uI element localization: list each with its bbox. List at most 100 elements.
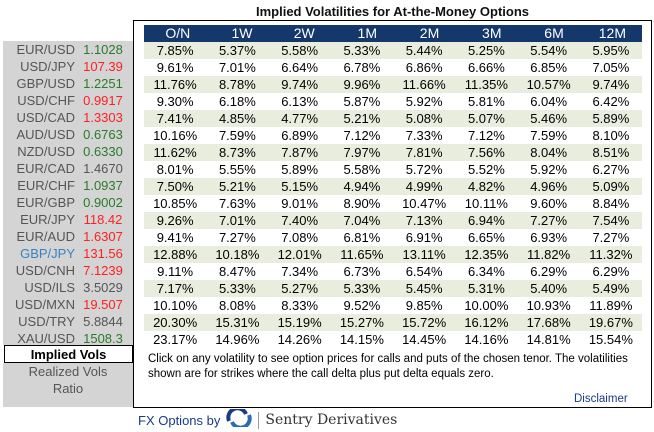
vol-cell[interactable]: 9.01% [281,196,319,211]
vol-cell[interactable]: 8.84% [592,196,630,211]
tab-ratio[interactable]: Ratio [3,380,133,407]
vol-cell[interactable]: 7.17% [144,280,207,297]
vol-cell[interactable]: 7.41% [144,110,207,127]
vol-cell[interactable]: 11.32% [579,246,642,263]
vol-cell[interactable]: 16.12% [455,314,518,331]
vol-cell[interactable]: 5.27% [268,280,331,297]
vol-cell[interactable]: 5.33% [330,42,393,59]
vol-cell[interactable]: 14.96% [215,332,260,347]
vol-cell[interactable]: 9.74% [579,76,642,93]
vol-cell[interactable]: 11.66% [393,76,456,93]
vol-cell[interactable]: 23.17% [153,332,198,347]
vol-cell[interactable]: 7.08% [281,230,319,245]
vol-cell[interactable]: 11.76% [144,76,207,93]
vol-cell[interactable]: 5.31% [455,280,518,297]
vol-cell[interactable]: 8.47% [218,264,256,279]
vol-cell[interactable]: 15.54% [588,332,633,347]
vol-cell[interactable]: 5.52% [467,162,505,177]
vol-cell[interactable]: 6.13% [281,94,319,109]
vol-cell[interactable]: 10.18% [206,246,269,263]
vol-cell[interactable]: 5.07% [455,110,518,127]
vol-cell[interactable]: 5.46% [517,110,580,127]
pair-name[interactable]: USD/CAD [16,110,75,125]
vol-cell[interactable]: 6.64% [281,60,319,75]
vol-cell[interactable]: 6.73% [343,264,381,279]
pair-name[interactable]: USD/TRY [18,314,75,329]
vol-cell[interactable]: 5.08% [393,110,456,127]
vol-cell[interactable]: 15.27% [330,314,393,331]
vol-cell[interactable]: 7.40% [268,212,331,229]
vol-cell[interactable]: 8.04% [517,144,580,161]
vol-cell[interactable]: 5.87% [343,94,381,109]
vol-cell[interactable]: 7.27% [218,230,256,245]
vol-cell[interactable]: 17.68% [517,314,580,331]
vol-cell[interactable]: 6.66% [467,60,505,75]
footer-by[interactable]: FX Options by [138,412,221,428]
vol-cell[interactable]: 5.58% [268,42,331,59]
vol-cell[interactable]: 6.29% [530,264,568,279]
vol-cell[interactable]: 7.34% [281,264,319,279]
vol-cell[interactable]: 6.85% [530,60,568,75]
vol-cell[interactable]: 5.92% [530,162,568,177]
pair-name[interactable]: USD/CHF [17,93,75,108]
vol-cell[interactable]: 5.89% [281,162,319,177]
vol-cell[interactable]: 19.67% [579,314,642,331]
vol-cell[interactable]: 7.56% [455,144,518,161]
pair-name[interactable]: USD/JPY [20,59,75,74]
pair-name[interactable]: EUR/CHF [17,178,75,193]
vol-cell[interactable]: 8.08% [218,298,256,313]
vol-cell[interactable]: 7.81% [393,144,456,161]
vol-cell[interactable]: 5.95% [579,42,642,59]
pair-name[interactable]: GBP/USD [16,76,75,91]
vol-cell[interactable]: 10.57% [517,76,580,93]
vol-cell[interactable]: 5.58% [343,162,381,177]
vol-cell[interactable]: 15.31% [206,314,269,331]
vol-cell[interactable]: 14.16% [464,332,509,347]
vol-cell[interactable]: 15.72% [393,314,456,331]
vol-cell[interactable]: 6.65% [467,230,505,245]
vol-cell[interactable]: 15.19% [268,314,331,331]
vol-cell[interactable]: 10.47% [402,196,447,211]
tab-implied-vols[interactable]: Implied Vols [4,345,133,363]
vol-cell[interactable]: 8.33% [281,298,319,313]
vol-cell[interactable]: 8.78% [206,76,269,93]
vol-cell[interactable]: 8.90% [343,196,381,211]
vol-cell[interactable]: 5.54% [517,42,580,59]
vol-cell[interactable]: 6.81% [343,230,381,245]
vol-cell[interactable]: 6.27% [592,162,630,177]
vol-cell[interactable]: 5.45% [393,280,456,297]
vol-cell[interactable]: 4.82% [455,178,518,195]
vol-cell[interactable]: 8.10% [592,128,630,143]
pair-name[interactable]: EUR/CAD [16,161,75,176]
vol-cell[interactable]: 7.85% [144,42,207,59]
vol-cell[interactable]: 5.72% [405,162,443,177]
pair-name[interactable]: NZD/USD [17,144,75,159]
vol-cell[interactable]: 11.89% [589,298,633,313]
tab-realized-vols[interactable]: Realized Vols [3,363,133,380]
vol-cell[interactable]: 5.81% [467,94,505,109]
vol-cell[interactable]: 7.13% [393,212,456,229]
vol-cell[interactable]: 6.42% [592,94,630,109]
vol-cell[interactable]: 10.00% [464,298,509,313]
pair-name[interactable]: EUR/GBP [16,195,75,210]
vol-cell[interactable]: 7.27% [592,230,630,245]
pair-name[interactable]: USD/ILS [24,280,75,295]
vol-cell[interactable]: 10.93% [526,298,571,313]
vol-cell[interactable]: 6.91% [405,230,443,245]
pair-name[interactable]: EUR/USD [16,42,75,57]
vol-cell[interactable]: 7.54% [579,212,642,229]
vol-cell[interactable]: 5.40% [517,280,580,297]
vol-cell[interactable]: 9.11% [157,264,194,279]
vol-cell[interactable]: 8.51% [579,144,642,161]
vol-cell[interactable]: 9.52% [343,298,381,313]
vol-cell[interactable]: 12.01% [268,246,331,263]
vol-cell[interactable]: 7.59% [218,128,256,143]
vol-cell[interactable]: 5.33% [206,280,269,297]
vol-cell[interactable]: 9.96% [330,76,393,93]
vol-cell[interactable]: 7.01% [206,212,269,229]
vol-cell[interactable]: 7.05% [592,60,630,75]
vol-cell[interactable]: 5.21% [206,178,269,195]
pair-name[interactable]: GBP/JPY [20,246,75,261]
vol-cell[interactable]: 9.30% [156,94,194,109]
vol-cell[interactable]: 6.86% [405,60,443,75]
